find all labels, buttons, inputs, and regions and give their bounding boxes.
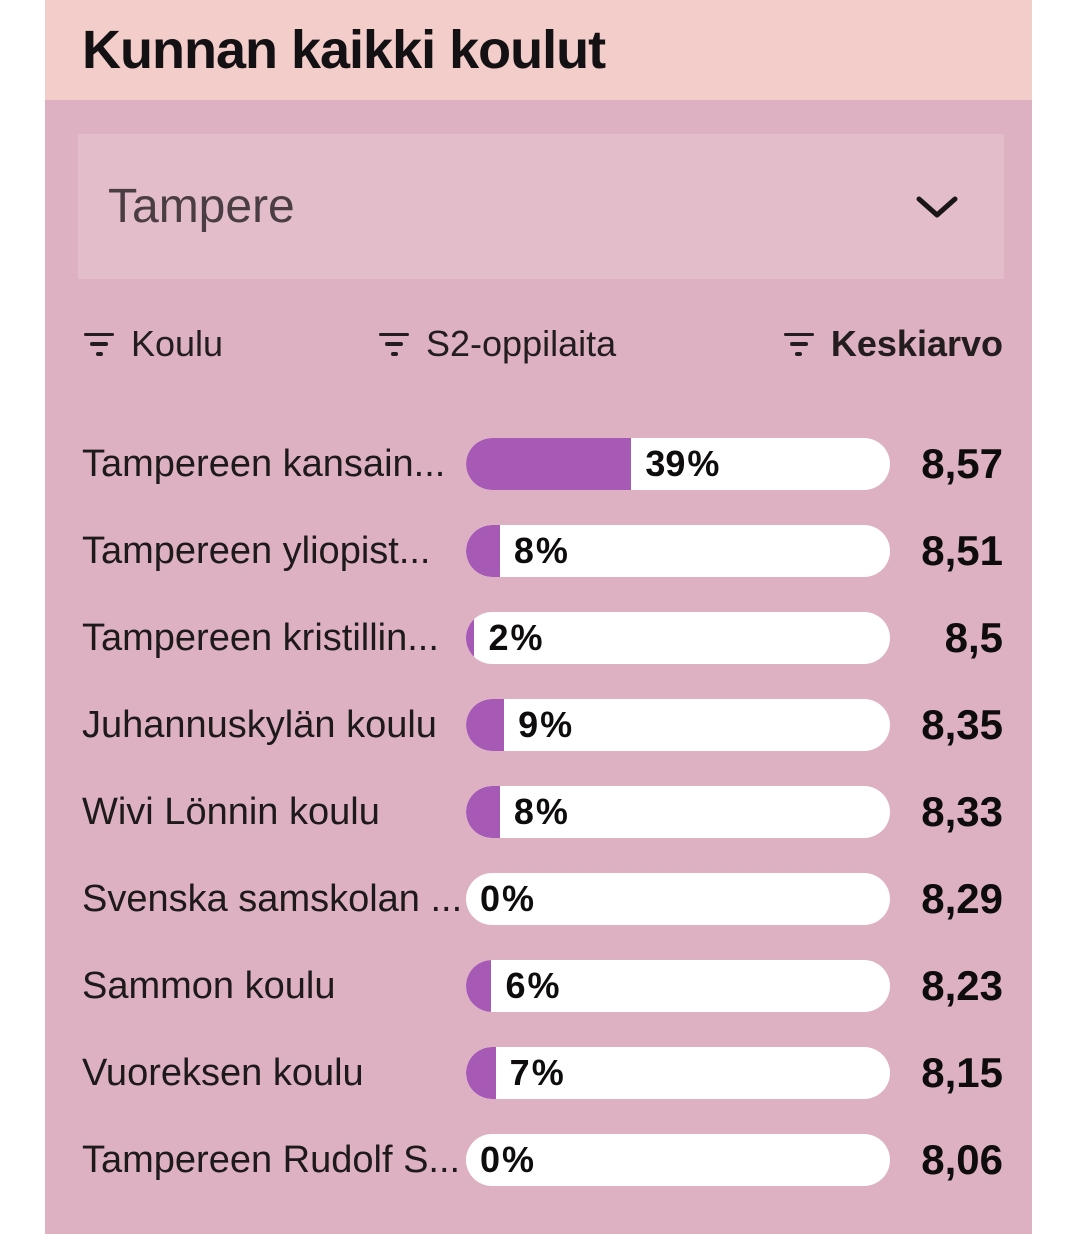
table-row[interactable]: Tampereen Rudolf S... 0 % 8,06 [45, 1134, 1032, 1186]
s2-percent-label: 9 % [518, 704, 573, 745]
column-label-keskiarvo: Keskiarvo [830, 323, 1003, 364]
s2-percent-label: 6 % [505, 965, 560, 1006]
s2-bar: 9 % [466, 699, 890, 751]
s2-bar: 6 % [466, 960, 890, 1012]
municipality-dropdown-value: Tampere [108, 180, 295, 233]
school-name: Tampereen Rudolf S... [82, 1138, 461, 1181]
schools-table: Tampereen kansain... 39 % 8,57 Tampereen… [45, 438, 1032, 1221]
average-value: 8,51 [921, 527, 1003, 574]
average-value: 8,35 [921, 701, 1003, 748]
s2-bar: 2 % [466, 612, 890, 664]
column-label-s2-oppilaita: S2-oppilaita [426, 323, 617, 364]
school-name: Tampereen yliopist... [82, 529, 431, 572]
s2-percent-label: 7 % [509, 1052, 564, 1093]
average-value: 8,57 [921, 440, 1003, 487]
s2-bar-fill [466, 960, 492, 1012]
widget-body: Tampere Koulu S2-oppilaita Keskiarvo [45, 100, 1032, 1234]
s2-percent-label: 2 % [488, 617, 543, 658]
s2-percent-label: 0 % [480, 1139, 535, 1180]
chevron-down-icon [916, 196, 958, 217]
table-row[interactable]: Juhannuskylän koulu 9 % 8,35 [45, 699, 1032, 751]
table-row[interactable]: Sammon koulu 6 % 8,23 [45, 960, 1032, 1012]
average-value: 8,15 [921, 1049, 1003, 1096]
column-label-koulu: Koulu [131, 323, 224, 364]
table-row[interactable]: Wivi Lönnin koulu 8 % 8,33 [45, 786, 1032, 838]
s2-bar: 39 % [466, 438, 890, 490]
column-header-row: Koulu S2-oppilaita Keskiarvo [45, 322, 1032, 366]
school-name: Juhannuskylän koulu [82, 703, 437, 746]
table-row[interactable]: Tampereen kristillin... 2 % 8,5 [45, 612, 1032, 664]
s2-percent-label: 39 % [645, 443, 720, 484]
s2-bar-fill [466, 1047, 496, 1099]
table-row[interactable]: Vuoreksen koulu 7 % 8,15 [45, 1047, 1032, 1099]
average-value: 8,33 [921, 788, 1003, 835]
school-name: Svenska samskolan ... [82, 877, 463, 920]
s2-bar: 8 % [466, 525, 890, 577]
school-name: Wivi Lönnin koulu [82, 790, 380, 833]
table-row[interactable]: Tampereen yliopist... 8 % 8,51 [45, 525, 1032, 577]
filter-icon [83, 332, 115, 356]
municipality-dropdown[interactable]: Tampere [78, 134, 1004, 279]
average-value: 8,23 [921, 962, 1003, 1009]
school-name: Tampereen kristillin... [82, 616, 439, 659]
table-row[interactable]: Svenska samskolan ... 0 % 8,29 [45, 873, 1032, 925]
average-value: 8,29 [921, 875, 1003, 922]
column-header-koulu[interactable]: Koulu [83, 322, 223, 366]
filter-icon [378, 332, 410, 356]
s2-percent-label: 8 % [513, 530, 568, 571]
s2-bar: 0 % [466, 1134, 890, 1186]
schools-widget: Kunnan kaikki koulut Tampere Koulu S2-op… [45, 0, 1032, 1234]
s2-bar-fill [466, 525, 500, 577]
column-header-keskiarvo[interactable]: Keskiarvo [783, 322, 1003, 366]
s2-bar-fill [466, 438, 632, 490]
s2-bar-fill [466, 786, 500, 838]
s2-percent-label: 0 % [480, 878, 535, 919]
s2-bar: 7 % [466, 1047, 890, 1099]
s2-bar-fill [466, 612, 475, 664]
page-title: Kunnan kaikki koulut [82, 20, 606, 80]
widget-header: Kunnan kaikki koulut [45, 0, 1032, 100]
average-value: 8,5 [944, 614, 1003, 661]
average-value: 8,06 [921, 1136, 1003, 1183]
s2-percent-label: 8 % [513, 791, 568, 832]
column-header-s2-oppilaita[interactable]: S2-oppilaita [378, 322, 616, 366]
school-name: Vuoreksen koulu [82, 1051, 364, 1094]
s2-bar: 8 % [466, 786, 890, 838]
school-name: Tampereen kansain... [82, 442, 446, 485]
filter-icon [783, 332, 815, 356]
school-name: Sammon koulu [82, 964, 336, 1007]
s2-bar: 0 % [466, 873, 890, 925]
table-row[interactable]: Tampereen kansain... 39 % 8,57 [45, 438, 1032, 490]
s2-bar-fill [466, 699, 505, 751]
